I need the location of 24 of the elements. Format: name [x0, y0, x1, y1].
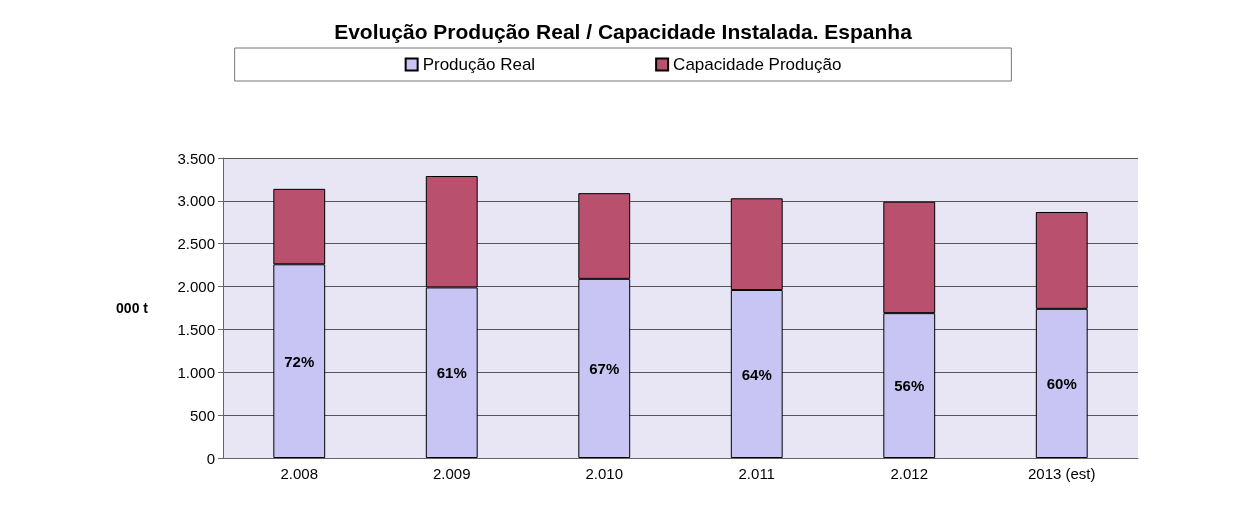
- annotation: 72%: [284, 352, 315, 370]
- y-tick-label: 3.500: [177, 149, 215, 167]
- x-tick-label: 2.008: [280, 465, 319, 482]
- y-tick-label: 3.000: [177, 192, 215, 210]
- annotation: 64%: [741, 365, 772, 383]
- legend-label: Capacidade Produção: [673, 55, 842, 74]
- y-tick-label: 2.000: [177, 278, 215, 296]
- y-tick-label: 1.500: [177, 320, 215, 338]
- annotation: 60%: [1046, 374, 1077, 392]
- y-tick-label: 2.500: [177, 235, 215, 253]
- x-tick-label: 2.012: [890, 465, 929, 482]
- x-tick-label: 2.011: [738, 465, 775, 482]
- chart-title: Evolução Produção Real / Capacidade Instalada. Espanha: [334, 20, 913, 43]
- x-tick-label: 2.009: [432, 465, 471, 482]
- legend-label: Produção Real: [422, 55, 536, 74]
- y-tick-label: 500: [189, 406, 215, 424]
- annotation: 67%: [589, 359, 620, 377]
- y-tick-label: 1.000: [177, 363, 215, 381]
- x-tick-label: 2.010: [585, 465, 624, 482]
- x-tick-label: 2013 (est): [1027, 465, 1096, 482]
- annotation: 61%: [436, 364, 467, 382]
- y-axis-title: 000 t: [116, 300, 149, 316]
- y-tick-label: 0: [206, 449, 215, 467]
- annotation: 56%: [894, 377, 925, 395]
